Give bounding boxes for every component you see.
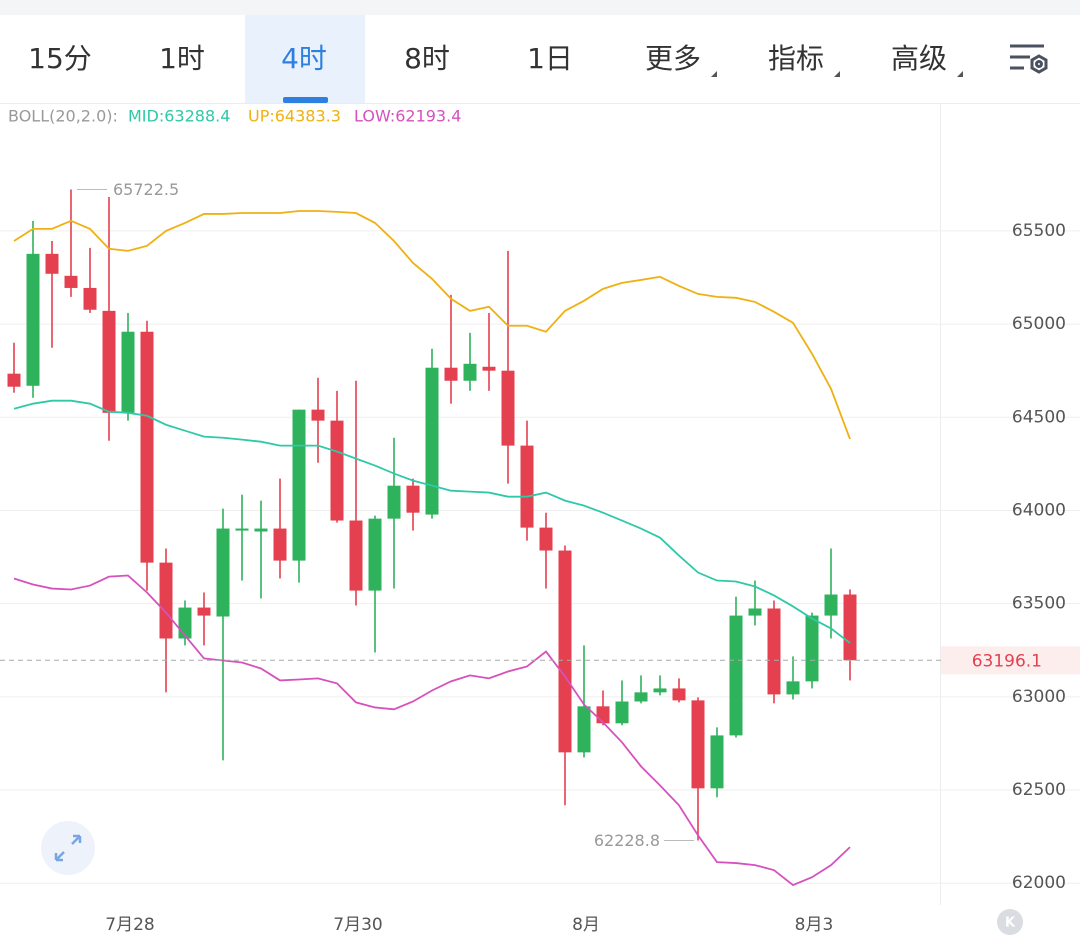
candle-body	[843, 594, 857, 661]
x-tick-label: 8月3	[795, 915, 834, 935]
candle-body	[805, 615, 819, 682]
tab[interactable]: 8时	[404, 42, 450, 75]
indicator-label: BOLL(20,2.0):	[8, 107, 118, 126]
last-price-label: 63196.1	[972, 651, 1042, 671]
boll-line	[13, 574, 851, 887]
candle-body	[178, 607, 192, 639]
candle-body	[501, 370, 515, 446]
candle-body	[463, 363, 477, 381]
svg-text:K: K	[1005, 916, 1016, 931]
legend-entry: LOW:62193.4	[354, 107, 461, 126]
candle-body	[64, 275, 78, 288]
candle-body	[102, 310, 116, 413]
y-tick-label: 62500	[1012, 780, 1066, 800]
boll-line	[13, 210, 851, 440]
candle-body	[7, 373, 21, 387]
candle-body	[311, 409, 325, 421]
candle-body	[349, 520, 363, 591]
dropdown-caret	[957, 71, 963, 77]
candle-body	[767, 608, 781, 695]
tab[interactable]: 1时	[159, 42, 205, 75]
candle-body	[634, 692, 648, 702]
active-tab-indicator	[283, 97, 328, 103]
y-tick-label: 64500	[1012, 407, 1066, 427]
y-tick-label: 65000	[1012, 314, 1066, 334]
dropdown-caret	[834, 71, 840, 77]
candle-body	[330, 420, 344, 521]
candle-body	[235, 528, 249, 531]
candle-body	[520, 445, 534, 528]
settings-icon[interactable]	[1010, 44, 1048, 74]
tab[interactable]: 更多	[645, 42, 701, 75]
candle-body	[748, 608, 762, 616]
candle-body	[824, 594, 838, 616]
candle-body	[444, 367, 458, 381]
candle-body	[672, 688, 686, 701]
candle-body	[539, 527, 553, 551]
tab[interactable]: 15分	[28, 42, 92, 75]
candle-body	[786, 681, 800, 695]
candle-body	[558, 550, 572, 753]
tab[interactable]: 1日	[527, 42, 573, 75]
y-tick-label: 62000	[1012, 873, 1066, 893]
x-tick-label: 7月28	[105, 915, 154, 935]
status-strip	[0, 0, 1080, 15]
legend-entry: MID:63288.4	[128, 107, 230, 126]
expand-button[interactable]	[41, 821, 95, 875]
k-icon[interactable]: K	[997, 909, 1023, 935]
y-tick-label: 63500	[1012, 594, 1066, 614]
y-tick-label: 65500	[1012, 221, 1066, 241]
last-price-box	[941, 646, 1080, 675]
candle-body	[26, 253, 40, 386]
candle-body	[425, 367, 439, 515]
candle-body	[710, 735, 724, 789]
candle-body	[691, 700, 705, 789]
candle-body	[216, 528, 230, 617]
candle-body	[482, 366, 496, 371]
y-tick-label: 64000	[1012, 500, 1066, 520]
tab[interactable]: 4时	[281, 42, 327, 75]
candle-body	[729, 615, 743, 736]
candle-body	[577, 706, 591, 753]
candle-body	[140, 331, 154, 563]
tab[interactable]: 指标	[768, 42, 824, 75]
candle-body	[292, 409, 306, 561]
candle-body	[197, 607, 211, 616]
max-label: 65722.5	[113, 180, 179, 199]
dropdown-caret	[711, 71, 717, 77]
candle-body	[387, 485, 401, 519]
legend-entry: UP:64383.3	[248, 107, 341, 126]
candle-body	[406, 485, 420, 513]
candle-body	[615, 701, 629, 724]
candle-body	[121, 331, 135, 413]
y-tick-label: 63000	[1012, 687, 1066, 707]
candle-body	[45, 253, 59, 274]
candle-body	[83, 287, 97, 310]
x-tick-label: 8月	[572, 915, 600, 935]
boll-line	[13, 399, 851, 644]
candle-body	[596, 706, 610, 724]
candle-body	[273, 528, 287, 561]
tab[interactable]: 高级	[891, 42, 947, 75]
candle-body	[254, 528, 268, 532]
candle-body	[653, 688, 667, 693]
active-tab-bg	[245, 15, 365, 103]
x-tick-label: 7月30	[333, 915, 382, 935]
min-label: 62228.8	[594, 831, 660, 850]
candle-body	[159, 562, 173, 639]
candle-body	[368, 518, 382, 591]
